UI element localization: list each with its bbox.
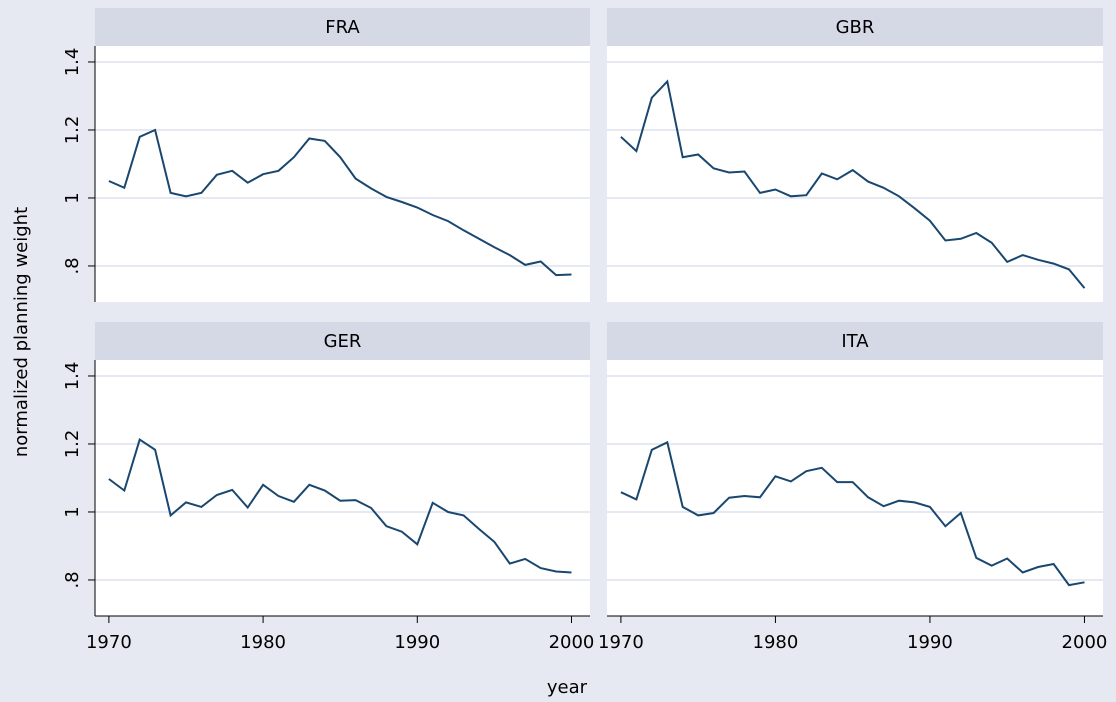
y-tick-label: 1	[62, 506, 83, 517]
y-tick-label: .8	[62, 257, 83, 274]
x-tick-label: 2000	[1062, 632, 1108, 653]
x-tick-label: 1990	[907, 632, 953, 653]
y-tick-label: .8	[62, 571, 83, 588]
plot-area	[607, 360, 1103, 616]
series-line	[620, 79, 1086, 289]
x-tick-label: 1980	[753, 632, 799, 653]
series-line	[108, 438, 572, 574]
panel-title: FRA	[325, 17, 360, 38]
series-line	[108, 128, 572, 277]
panel-header	[95, 322, 590, 360]
plot-area	[95, 360, 590, 616]
x-tick-label: 1990	[394, 632, 440, 653]
y-tick-label: 1.2	[62, 116, 83, 145]
panel-title: GER	[324, 331, 362, 352]
panel-header	[607, 322, 1103, 360]
x-tick-label: 2000	[549, 632, 595, 653]
y-axis-title: normalized planning weight	[11, 207, 32, 457]
x-tick-label: 1970	[598, 632, 644, 653]
x-tick-label: 1970	[86, 632, 132, 653]
panel-title: ITA	[841, 331, 869, 352]
y-tick-label: 1.4	[62, 362, 83, 391]
panel-header	[95, 8, 590, 46]
y-tick-label: 1.2	[62, 430, 83, 459]
plot-area	[607, 46, 1103, 302]
y-tick-label: 1.4	[62, 48, 83, 77]
y-tick-label: 1	[62, 192, 83, 203]
panel-title: GBR	[836, 17, 875, 38]
plot-area	[95, 46, 590, 302]
panel-header	[607, 8, 1103, 46]
x-tick-label: 1980	[240, 632, 286, 653]
series-line	[620, 440, 1085, 587]
x-axis-title: year	[547, 677, 588, 698]
